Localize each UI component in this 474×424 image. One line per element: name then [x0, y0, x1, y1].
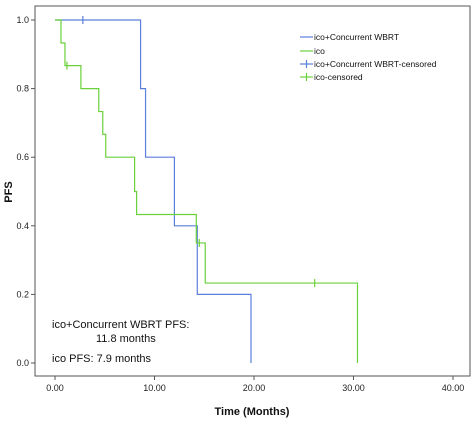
- x-axis-title: Time (Months): [215, 406, 290, 418]
- legend-label-2: ico: [314, 46, 325, 56]
- legend-label-4: ico-censored: [314, 72, 363, 82]
- y-axis-title: PFS: [3, 181, 15, 202]
- annotation-line-2: 11.8 months: [96, 333, 156, 345]
- series-line-1: [55, 19, 252, 363]
- x-axis: 0.00 10.00 20.00 30.00 40.00: [46, 376, 464, 393]
- plot-area: [34, 5, 471, 377]
- y-tick-label: 1.0: [16, 15, 29, 25]
- y-axis: 0.0 0.2 0.4 0.6 0.8 1.0: [16, 15, 35, 368]
- series-layer: [55, 16, 359, 363]
- legend: ico+Concurrent WBRT ico ico+Concurrent W…: [300, 32, 437, 82]
- x-tick-label: 0.00: [46, 383, 64, 393]
- legend-label-3: ico+Concurrent WBRT-censored: [314, 59, 437, 69]
- legend-label-1: ico+Concurrent WBRT: [314, 32, 399, 42]
- y-tick-label: 0.0: [16, 358, 29, 368]
- x-tick-label: 30.00: [342, 383, 365, 393]
- annotation-line-3: ico PFS: 7.9 months: [52, 353, 152, 365]
- x-tick-label: 10.00: [143, 383, 166, 393]
- y-tick-label: 0.8: [16, 84, 29, 94]
- y-tick-label: 0.4: [16, 221, 29, 231]
- x-tick-label: 40.00: [442, 383, 465, 393]
- annotation-line-1: ico+Concurrent WBRT PFS:: [52, 319, 189, 331]
- x-tick-label: 20.00: [243, 383, 266, 393]
- y-tick-label: 0.6: [16, 152, 29, 162]
- y-tick-label: 0.2: [16, 289, 29, 299]
